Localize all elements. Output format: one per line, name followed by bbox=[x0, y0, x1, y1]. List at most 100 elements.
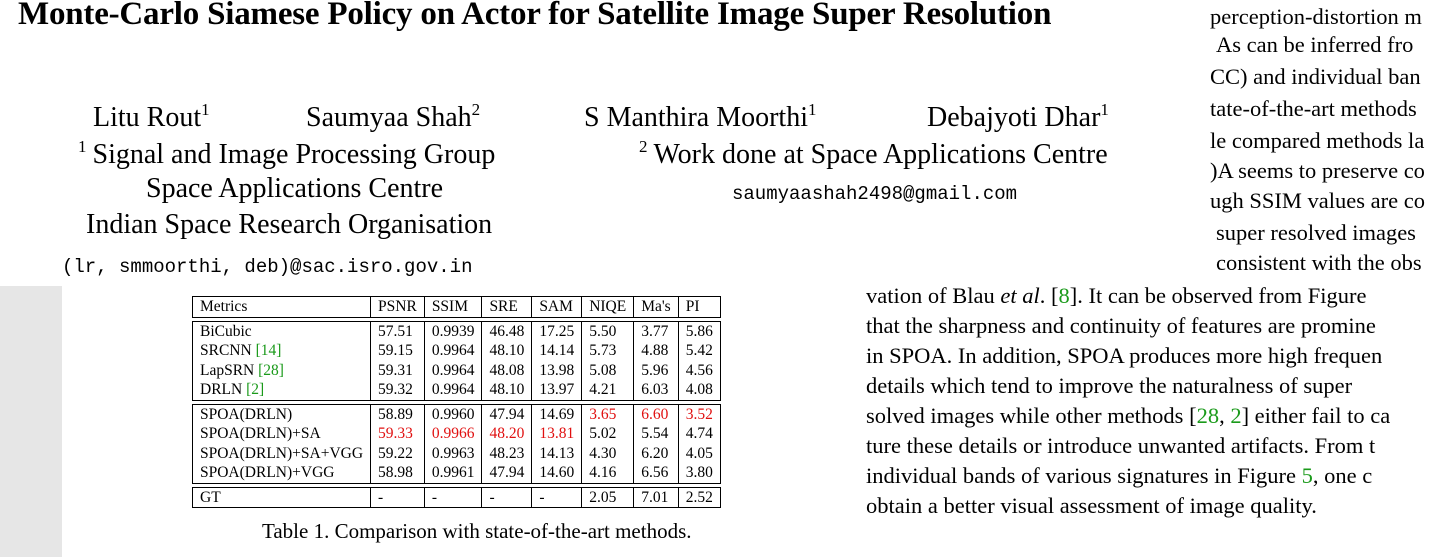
table-header-cell: SRE bbox=[481, 296, 533, 318]
table-cell: 48.10 bbox=[481, 380, 533, 401]
table-cell: 0.9963 bbox=[423, 443, 483, 463]
table-cell: 17.25 bbox=[531, 320, 583, 341]
table-cell: 2.05 bbox=[581, 486, 635, 508]
citation-link[interactable]: [14] bbox=[255, 342, 282, 360]
table-cell: 13.98 bbox=[531, 360, 583, 380]
table-cell: 0.9939 bbox=[423, 320, 483, 341]
table-header-cell: PSNR bbox=[370, 296, 425, 318]
table-cell: 0.9964 bbox=[423, 360, 483, 380]
table-cell: 7.01 bbox=[633, 486, 679, 508]
table-cell: 58.89 bbox=[370, 403, 425, 424]
table-cell: 48.20 bbox=[481, 424, 533, 444]
table-cell: 14.14 bbox=[531, 341, 583, 361]
author-1: Litu Rout1 bbox=[93, 100, 210, 133]
email-left: (lr, smmoorthi, deb)@sac.isro.gov.in bbox=[62, 256, 473, 278]
text-line: )A seems to preserve co bbox=[1210, 158, 1425, 183]
table-row-gt: GT - - - -2.05 7.01 2.52 bbox=[191, 486, 721, 508]
table-cell: 4.56 bbox=[677, 360, 721, 380]
paper-title: Monte-Carlo Siamese Policy on Actor for … bbox=[18, 0, 1052, 32]
table-header-cell: Metrics bbox=[191, 296, 372, 318]
table-cell: 4.16 bbox=[581, 463, 635, 484]
table-cell: 4.05 bbox=[677, 443, 721, 463]
text-line: ugh SSIM values are co bbox=[1210, 188, 1425, 213]
text-line: super resolved images bbox=[1216, 220, 1416, 245]
table-cell: 0.9964 bbox=[423, 341, 483, 361]
table-cell: 5.08 bbox=[581, 360, 635, 380]
table-cell: 59.31 bbox=[370, 360, 425, 380]
table-cell: 3.77 bbox=[633, 320, 679, 341]
table-cell: 3.65 bbox=[581, 403, 635, 424]
table-cell: 4.30 bbox=[581, 443, 635, 463]
table-cell: - bbox=[423, 486, 483, 508]
table-cell: - bbox=[531, 486, 583, 508]
text-line: As can be inferred fro bbox=[1216, 32, 1414, 57]
text-line: ture these details or introduce unwanted… bbox=[866, 433, 1376, 458]
table-cell: 47.94 bbox=[481, 463, 533, 484]
table-cell: 14.13 bbox=[531, 443, 583, 463]
table-cell: 5.54 bbox=[633, 424, 679, 444]
citation-link[interactable]: [2] bbox=[246, 381, 265, 399]
table-header-cell: NIQE bbox=[581, 296, 635, 318]
text-line: vation of Blau et al. [8]. It can be obs… bbox=[866, 283, 1367, 308]
table-cell: 57.51 bbox=[370, 320, 425, 341]
table-cell: - bbox=[481, 486, 533, 508]
table-cell: 4.88 bbox=[633, 341, 679, 361]
table-cell: 13.97 bbox=[531, 380, 583, 401]
method-name-cell: SPOA(DRLN) bbox=[191, 403, 372, 424]
text-line: that the sharpness and continuity of fea… bbox=[866, 313, 1376, 338]
table-cell: 13.81 bbox=[531, 424, 583, 444]
table-header-cell: SSIM bbox=[423, 296, 483, 318]
table-row: SPOA(DRLN)+VGG 58.98 0.9961 47.94 14.60 4.16 6… bbox=[191, 463, 721, 484]
affiliation-2: 2 Work done at Space Applications Centre bbox=[639, 137, 1108, 170]
table-cell: 59.32 bbox=[370, 380, 425, 401]
text-line: CC) and individual ban bbox=[1210, 64, 1421, 89]
table-header-cell: PI bbox=[677, 296, 721, 318]
table-cell: 48.10 bbox=[481, 341, 533, 361]
text-line: obtain a better visual assessment of ima… bbox=[866, 493, 1317, 518]
table-cell: 2.52 bbox=[677, 486, 721, 508]
table-cell: 14.69 bbox=[531, 403, 583, 424]
table-cell: 59.22 bbox=[370, 443, 425, 463]
author-3: S Manthira Moorthi1 bbox=[584, 100, 817, 133]
table-cell: 4.08 bbox=[677, 380, 721, 401]
text-line: consistent with the obs bbox=[1216, 250, 1422, 275]
table-cell: 46.48 bbox=[481, 320, 533, 341]
comparison-table: Metrics PSNR SSIM SRE SAM NIQE Ma's PI BiCubic 57… bbox=[191, 296, 721, 508]
table-row: SRCNN [14] 59.15 0.9964 48.10 14.14 5.73 4.88 5… bbox=[191, 341, 721, 361]
table-header-row: Metrics PSNR SSIM SRE SAM NIQE Ma's PI bbox=[191, 296, 721, 318]
table-cell: 3.52 bbox=[677, 403, 721, 424]
method-name-cell: SPOA(DRLN)+SA bbox=[191, 424, 372, 444]
table-cell: 48.08 bbox=[481, 360, 533, 380]
table-cell: 6.56 bbox=[633, 463, 679, 484]
method-name-cell: LapSRN [28] bbox=[191, 360, 372, 380]
table-cell: 0.9964 bbox=[423, 380, 483, 401]
table-cell: 4.74 bbox=[677, 424, 721, 444]
table-caption: Table 1. Comparison with state-of-the-ar… bbox=[262, 519, 692, 543]
affiliation-1-line1: 1 Signal and Image Processing Group bbox=[78, 137, 496, 170]
table-cell: 0.9960 bbox=[423, 403, 483, 424]
table-cell: 6.20 bbox=[633, 443, 679, 463]
citation-link[interactable]: [28] bbox=[258, 361, 284, 379]
table-cell: 14.60 bbox=[531, 463, 583, 484]
table-cell: 47.94 bbox=[481, 403, 533, 424]
table-cell: 5.50 bbox=[581, 320, 635, 341]
table-cell: 4.21 bbox=[581, 380, 635, 401]
table-cell: 5.42 bbox=[677, 341, 721, 361]
table-row: LapSRN [28] 59.31 0.9964 48.08 13.98 5.08 5.96… bbox=[191, 360, 721, 380]
method-name-cell: SPOA(DRLN)+VGG bbox=[191, 463, 372, 484]
table-row: SPOA(DRLN)+SA 59.33 0.9966 48.20 13.81 5.02 5.… bbox=[191, 424, 721, 444]
table-cell: 5.86 bbox=[677, 320, 721, 341]
method-name-cell: DRLN [2] bbox=[191, 380, 372, 401]
email-right: saumyaashah2498@gmail.com bbox=[732, 183, 1018, 205]
text-line: individual bands of various signatures i… bbox=[866, 463, 1373, 488]
text-line: tate-of-the-art methods bbox=[1210, 96, 1417, 121]
table-row: DRLN [2] 59.32 0.9964 48.10 13.97 4.21 6.03 4.0… bbox=[191, 380, 721, 401]
table-cell: 59.33 bbox=[370, 424, 425, 444]
table-cell: 59.15 bbox=[370, 341, 425, 361]
table-cell: 5.73 bbox=[581, 341, 635, 361]
method-name-cell: GT bbox=[191, 486, 372, 508]
table-cell: 48.23 bbox=[481, 443, 533, 463]
text-line: in SPOA. In addition, SPOA produces more… bbox=[866, 343, 1383, 368]
method-name-cell: SPOA(DRLN)+SA+VGG bbox=[191, 443, 372, 463]
table-cell: - bbox=[370, 486, 425, 508]
